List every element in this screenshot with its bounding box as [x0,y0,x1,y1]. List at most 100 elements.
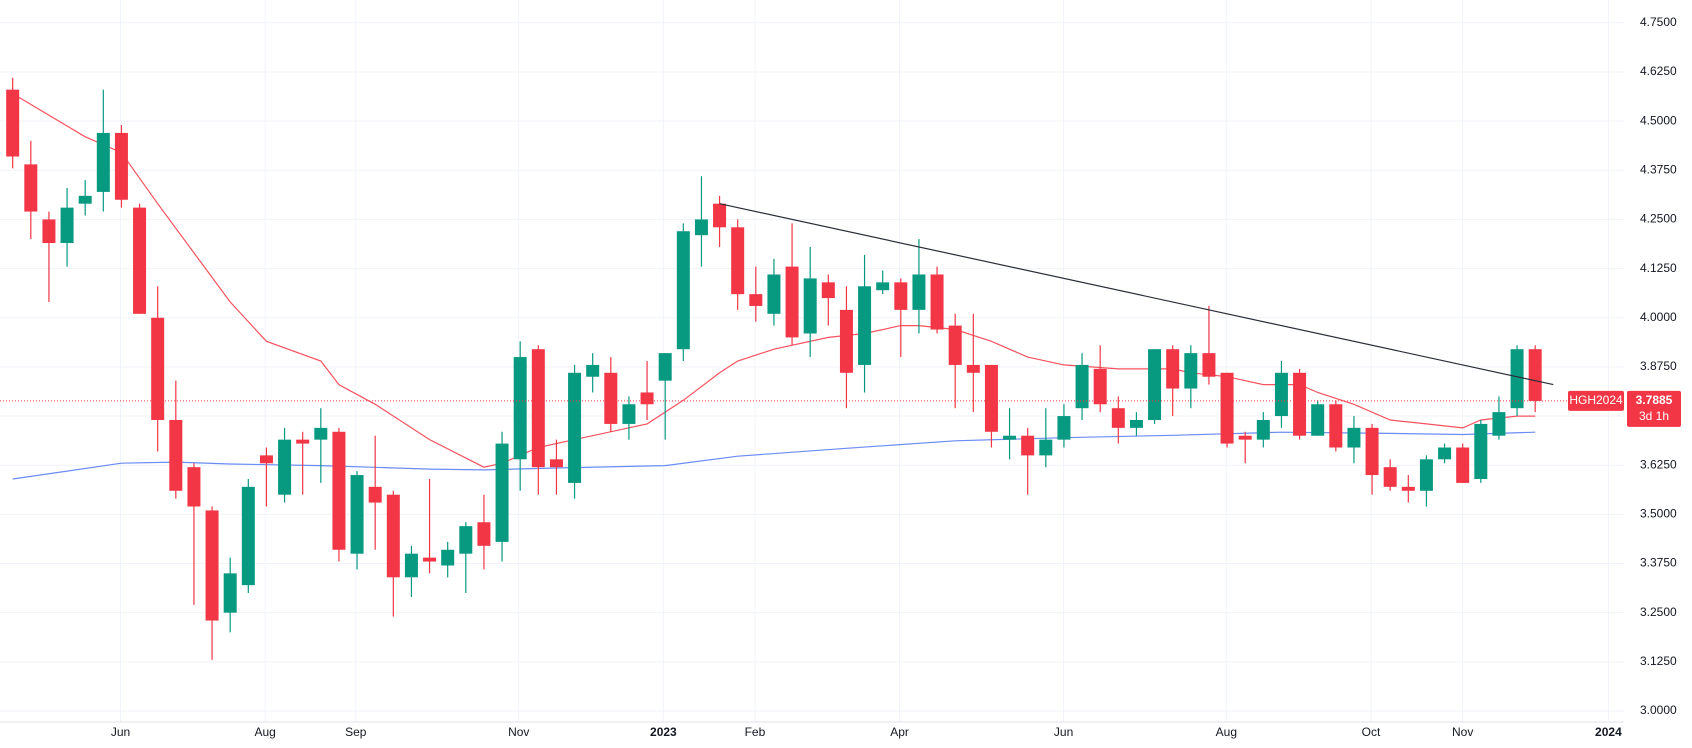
x-tick-label: Sep [345,725,367,739]
candle-body [1039,439,1053,456]
x-tick-label: Apr [890,725,909,739]
candle-body [278,439,292,495]
x-tick-label: 2024 [1595,725,1622,739]
candle-body [296,439,310,444]
candle-body [1148,349,1162,420]
candle-body [223,573,237,613]
price-tag [1627,390,1681,427]
candle-body [839,309,853,373]
candle-body [96,132,110,192]
candle-body [821,282,835,299]
candle-body [350,475,364,554]
x-tick-label: Aug [1216,725,1237,739]
candle-body [640,392,654,405]
y-tick-label: 4.2500 [1640,212,1677,226]
x-tick-label: 2023 [650,725,677,739]
candle-body [1057,416,1071,440]
candle-body [477,522,491,546]
candle-body [713,203,727,228]
candle-body [803,278,817,334]
candle-body [42,219,56,244]
y-tick-label: 4.5000 [1640,113,1677,127]
x-tick-label: Nov [1452,725,1473,739]
candle-body [78,195,92,204]
candle-body [604,372,618,424]
candle-body [1365,427,1379,476]
candle-body [423,557,437,562]
candle-body [332,431,346,550]
symbol-label: HGH2024 [1569,393,1623,407]
candle-body [531,349,545,468]
candle-body [1293,372,1307,436]
candle-body [1021,435,1035,456]
candle-body [386,494,400,578]
candle-body [187,467,201,507]
candle-body [259,455,273,464]
candle-body [1311,404,1325,436]
candle-body [133,207,147,314]
candle-body [1510,349,1524,409]
candle-body [894,282,908,310]
candle-body [622,404,636,424]
candle-body [1528,349,1542,401]
candle-body [441,549,455,566]
candle-body [495,443,509,542]
y-tick-label: 3.1250 [1640,654,1677,668]
candle-body [676,231,690,350]
candle-body [24,164,38,212]
candle-body [1166,349,1180,389]
candle-body [785,266,799,338]
candle-body [1492,412,1506,436]
y-tick-label: 3.3750 [1640,556,1677,570]
candle-body [694,219,708,236]
candle-body [459,526,473,554]
candle-body [858,286,872,365]
candle-body [1129,419,1143,428]
candle-body [749,294,763,306]
candle-body [966,364,980,373]
y-tick-label: 3.5000 [1640,507,1677,521]
candle-body [1438,447,1452,460]
candle-body [60,207,74,244]
candle-body [6,89,20,157]
y-tick-label: 4.0000 [1640,310,1677,324]
y-tick-label: 4.3750 [1640,162,1677,176]
candle-body [114,132,128,200]
candle-body [1456,447,1470,483]
y-tick-label: 3.2500 [1640,605,1677,619]
trend-line [719,203,1554,386]
y-tick-label: 3.8750 [1640,359,1677,373]
candle-body [1274,372,1288,417]
candle-body [731,227,745,295]
x-tick-label: Jun [111,725,130,739]
y-tick-label: 4.7500 [1640,15,1677,29]
y-tick-label: 4.1250 [1640,261,1677,275]
candle-body [151,317,165,420]
candle-body [1401,486,1415,491]
candle-body [1474,423,1488,479]
candle-body [1329,404,1343,448]
x-tick-label: Oct [1362,725,1381,739]
x-tick-label: Aug [254,725,275,739]
candle-body [876,282,890,291]
candle-body [1184,353,1198,389]
candle-body [1111,408,1125,428]
candle-body [568,372,582,483]
y-tick-label: 4.6250 [1640,64,1677,78]
y-tick-label: 3.6250 [1640,457,1677,471]
price-label: 3.7885 [1636,393,1673,407]
candle-body [205,510,219,621]
candle-body [1238,435,1252,440]
candle-body [948,325,962,365]
x-tick-label: Nov [508,725,529,739]
candle-body [1075,364,1089,409]
candle-body [586,364,600,377]
candle-body [1256,419,1270,440]
candle-body [549,459,563,468]
candle-body [767,274,781,314]
candle-body [912,274,926,310]
candle-body [241,486,255,586]
candle-body [658,353,672,381]
candle-body [1003,435,1017,440]
